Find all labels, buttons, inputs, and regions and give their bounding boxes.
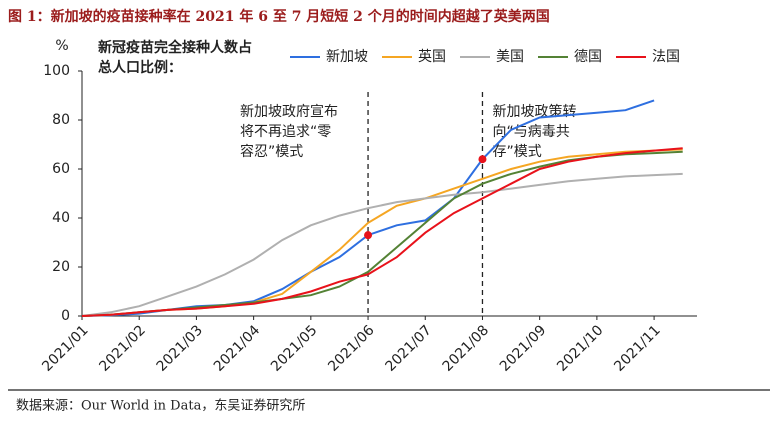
- legend-label: 美国: [496, 49, 524, 65]
- x-tick-label: 2021/06: [325, 322, 378, 375]
- y-tick-label: 40: [52, 210, 70, 226]
- highlight-point: [364, 231, 373, 240]
- x-tick-label: 2021/10: [554, 322, 606, 374]
- x-tick-label: 2021/11: [611, 322, 663, 374]
- x-tick-label: 2021/03: [154, 322, 206, 374]
- x-tick-label: 2021/08: [440, 322, 492, 374]
- y-tick-label: 20: [52, 259, 70, 275]
- series-line: [81, 172, 683, 317]
- legend-label: 法国: [652, 49, 680, 65]
- annotation: 向“与病毒共: [492, 124, 569, 140]
- y-tick-label: 60: [52, 161, 70, 177]
- annotation: 容忍”模式: [240, 143, 303, 160]
- subtitle: 新冠疫苗完全接种人数占: [98, 39, 252, 56]
- x-tick-label: 2021/02: [96, 322, 148, 374]
- annotation: 新加坡政策转: [492, 103, 576, 120]
- source: 数据来源：Our World in Data，东吴证券研究所: [16, 398, 305, 414]
- annotation: 新加坡政府宣布: [240, 104, 338, 120]
- series-line: [81, 148, 683, 317]
- y-tick-label: 100: [43, 63, 70, 79]
- x-tick-label: 2021/04: [211, 322, 264, 375]
- series-line: [81, 150, 683, 317]
- annotation: 将不再追求“零: [240, 124, 331, 140]
- annotation: 存”模式: [492, 144, 541, 160]
- x-tick-label: 2021/01: [39, 322, 91, 374]
- legend-label: 德国: [574, 49, 602, 65]
- chart-title: 图 1：新加坡的疫苗接种率在 2021 年 6 至 7 月短短 2 个月的时间内…: [8, 8, 550, 25]
- x-tick-label: 2021/05: [268, 322, 320, 374]
- subtitle: 总人口比例：: [98, 59, 182, 76]
- series-line: [81, 147, 683, 317]
- legend-label: 新加坡: [326, 49, 368, 65]
- highlight-point: [478, 155, 487, 164]
- legend-label: 英国: [418, 48, 446, 65]
- x-tick-label: 2021/09: [497, 322, 549, 374]
- y-tick-label: 80: [52, 112, 70, 128]
- x-tick-label: 2021/07: [382, 322, 434, 374]
- y-tick-label: 0: [61, 308, 70, 324]
- y-axis-label: %: [55, 38, 68, 54]
